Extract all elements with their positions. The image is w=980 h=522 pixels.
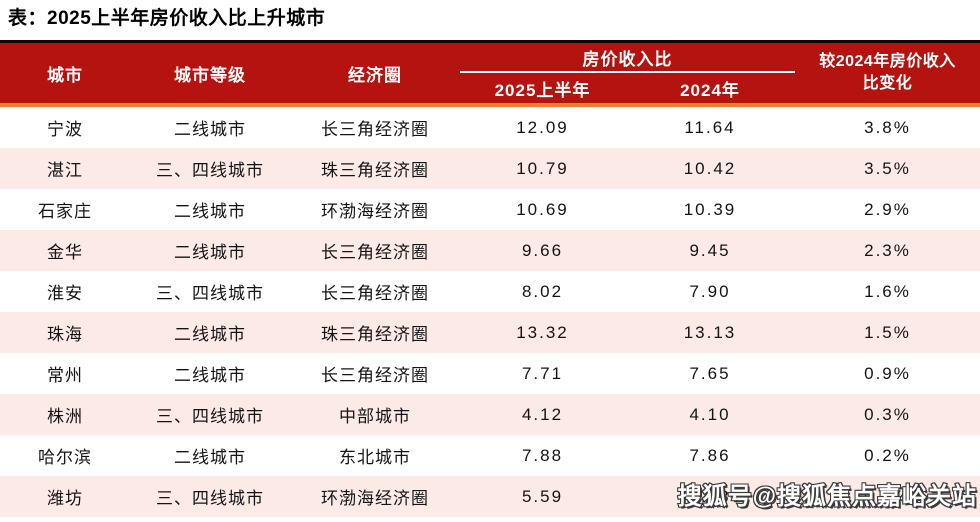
cell-tier: 三、四线城市 — [156, 407, 264, 426]
cell-ratio-2025: 12.09 — [516, 117, 569, 137]
column-header-2025h1: 2025上半年 — [494, 80, 591, 100]
cell-ratio-2025: 7.88 — [521, 445, 564, 465]
cell-ratio-2025: 7.71 — [521, 363, 564, 383]
cell-ratio-2025: 10.79 — [516, 158, 569, 178]
table-row: 哈尔滨 二线城市 东北城市 7.88 7.86 0.2% — [0, 435, 980, 476]
cell-ratio-2025: 9.66 — [521, 240, 564, 260]
table-row: 株洲 三、四线城市 中部城市 4.12 4.10 0.3% — [0, 394, 980, 435]
table-row: 湛江 三、四线城市 珠三角经济圈 10.79 10.42 3.5% — [0, 148, 980, 189]
cell-region: 长三角经济圈 — [321, 284, 429, 303]
cell-ratio-2025: 13.32 — [516, 322, 569, 342]
cell-region: 珠三角经济圈 — [321, 325, 429, 344]
cell-tier: 二线城市 — [174, 448, 246, 467]
cell-city: 潍坊 — [47, 489, 83, 508]
cell-tier: 二线城市 — [174, 366, 246, 385]
cell-ratio-2024: 4.10 — [689, 404, 731, 424]
cell-region: 长三角经济圈 — [321, 120, 429, 139]
cell-city: 哈尔滨 — [38, 448, 92, 467]
table-row: 常州 二线城市 长三角经济圈 7.71 7.65 0.9% — [0, 353, 980, 394]
column-header-ratio-group: 房价收入比 — [460, 43, 795, 73]
cell-ratio-2024: 5.58 — [689, 486, 731, 506]
cell-city: 株洲 — [47, 407, 83, 426]
table-row: 珠海 二线城市 珠三角经济圈 13.32 13.13 1.5% — [0, 312, 980, 353]
cell-change: 3.8% — [864, 117, 911, 137]
cell-tier: 三、四线城市 — [156, 489, 264, 508]
cell-city: 珠海 — [47, 325, 83, 344]
cell-ratio-2024: 10.39 — [683, 199, 737, 219]
cell-ratio-2025: 4.12 — [521, 404, 564, 424]
table-body: 宁波 二线城市 长三角经济圈 12.09 11.64 3.8% 湛江 三、四线城… — [0, 107, 980, 517]
cell-ratio-2024: 7.65 — [689, 363, 731, 383]
table-row: 淮安 三、四线城市 长三角经济圈 8.02 7.90 1.6% — [0, 271, 980, 312]
cell-tier: 三、四线城市 — [156, 161, 264, 180]
cell-change: 1.6% — [864, 281, 911, 301]
cell-tier: 二线城市 — [174, 325, 246, 344]
cell-change: 0.9% — [864, 363, 911, 383]
cell-region: 珠三角经济圈 — [321, 161, 429, 180]
watermark: 搜狐号@搜狐焦点嘉峪关站 — [677, 482, 977, 511]
cell-ratio-2025: 5.59 — [521, 486, 564, 506]
cell-city: 常州 — [47, 366, 83, 385]
column-header-change: 较2024年房价收入 比变化 — [795, 43, 980, 103]
column-header-change-line2: 比变化 — [862, 75, 913, 92]
cell-region: 环渤海经济圈 — [321, 202, 429, 221]
column-header-tier: 城市等级 — [174, 65, 246, 85]
cell-change: 2.9% — [864, 199, 911, 219]
cell-ratio-2024: 7.86 — [689, 445, 731, 465]
table-title: 表：2025上半年房价收入比上升城市 — [8, 8, 326, 29]
column-group-ratio: 房价收入比 2025上半年 2024年 — [460, 43, 795, 103]
cell-tier: 三、四线城市 — [156, 284, 264, 303]
cell-change: 0.2% — [864, 486, 911, 506]
table-row: 石家庄 二线城市 环渤海经济圈 10.69 10.39 2.9% — [0, 189, 980, 230]
ratio-subheader-row: 2025上半年 2024年 — [460, 73, 795, 103]
cell-ratio-2024: 7.90 — [689, 281, 731, 301]
cell-change: 0.2% — [864, 445, 911, 465]
cell-ratio-2024: 9.45 — [689, 240, 731, 260]
cell-region: 长三角经济圈 — [321, 243, 429, 262]
cell-ratio-2024: 13.13 — [683, 322, 737, 342]
cell-region: 中部城市 — [339, 407, 411, 426]
cell-ratio-2024: 11.64 — [684, 117, 736, 137]
cell-ratio-2024: 10.42 — [683, 158, 737, 178]
cell-city: 湛江 — [47, 161, 83, 180]
column-header-change-line1: 较2024年房价收入 — [819, 53, 956, 71]
cell-city: 宁波 — [47, 120, 83, 139]
cell-change: 3.5% — [864, 158, 911, 178]
table-row: 潍坊 三、四线城市 环渤海经济圈 5.59 5.58 0.2% — [0, 476, 980, 517]
cell-change: 1.5% — [864, 322, 911, 342]
cell-tier: 二线城市 — [174, 243, 246, 262]
data-table: 城市 城市等级 经济圈 房价收入比 2025上半年 2024年 较2024年房价… — [0, 40, 980, 517]
table-row: 金华 二线城市 长三角经济圈 9.66 9.45 2.3% — [0, 230, 980, 271]
column-header-2024: 2024年 — [680, 80, 740, 100]
cell-region: 东北城市 — [339, 448, 411, 467]
cell-ratio-2025: 10.69 — [516, 199, 569, 219]
cell-city: 石家庄 — [38, 202, 92, 221]
cell-tier: 二线城市 — [174, 120, 246, 139]
cell-change: 0.3% — [864, 404, 911, 424]
cell-ratio-2025: 8.02 — [521, 281, 564, 301]
cell-region: 环渤海经济圈 — [321, 489, 429, 508]
column-header-region: 经济圈 — [348, 65, 402, 85]
cell-tier: 二线城市 — [174, 202, 246, 221]
table-row: 宁波 二线城市 长三角经济圈 12.09 11.64 3.8% — [0, 107, 980, 148]
column-header-city: 城市 — [47, 65, 83, 85]
cell-region: 长三角经济圈 — [321, 366, 429, 385]
cell-city: 金华 — [47, 243, 83, 262]
table-header: 城市 城市等级 经济圈 房价收入比 2025上半年 2024年 较2024年房价… — [0, 40, 980, 107]
cell-city: 淮安 — [47, 284, 83, 303]
cell-change: 2.3% — [864, 240, 911, 260]
